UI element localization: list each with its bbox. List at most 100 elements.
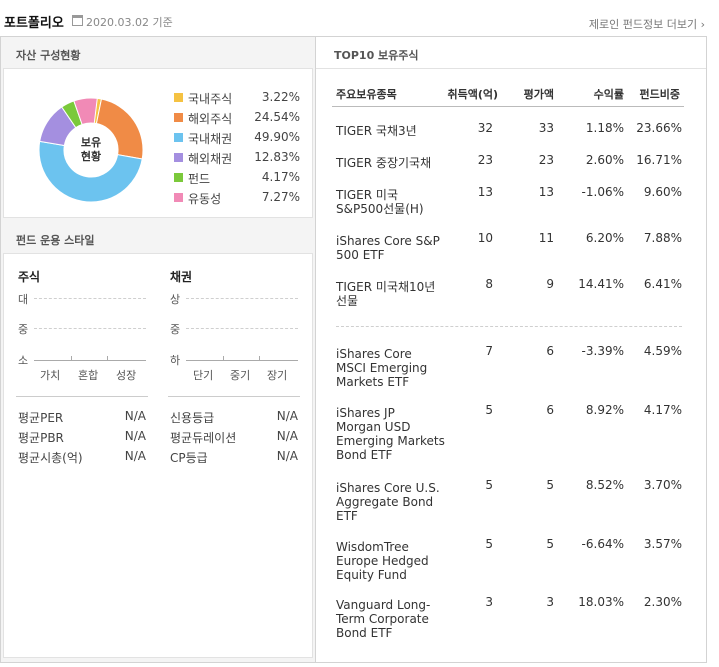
holding-name-line: S&P500선물(H) — [336, 202, 424, 216]
holding-cost: 8 — [485, 277, 493, 291]
avg-pbr-label: 평균PBR — [18, 431, 64, 445]
legend-value: 49.90% — [254, 130, 300, 144]
holding-name-line: Equity Fund — [336, 568, 407, 582]
stock-tick — [107, 356, 108, 360]
legend-item: 펀드 4.17% — [174, 170, 304, 186]
legend-item: 해외주식 24.54% — [174, 110, 304, 126]
avg-mktcap-value: N/A — [124, 449, 146, 463]
holding-name: TIGER 중장기국채 — [336, 156, 448, 170]
holding-weight: 23.66% — [636, 121, 682, 135]
holding-return: 2.60% — [585, 153, 624, 167]
legend-label: 국내채권 — [188, 132, 233, 146]
holding-name-line: Vanguard Long- — [336, 598, 431, 612]
holding-weight: 4.59% — [643, 344, 682, 358]
stock-x-blend: 혼합 — [78, 369, 99, 382]
stock-x-value: 가치 — [40, 369, 61, 382]
fund-info-more-link[interactable]: 제로인 펀드정보 더보기 › — [588, 18, 705, 31]
holding-name-line: iShares JP — [336, 406, 395, 420]
base-date: 2020.03.02 기준 — [86, 16, 173, 29]
legend-value: 24.54% — [254, 110, 300, 124]
legend-value: 3.22% — [261, 90, 300, 104]
col-value: 평가액 — [523, 88, 554, 101]
stock-axis — [34, 360, 146, 361]
holding-cost: 5 — [485, 478, 493, 492]
bond-metrics-divider — [168, 396, 300, 397]
avg-duration-value: N/A — [276, 429, 298, 443]
asset-donut-chart: 보유 현황 — [38, 97, 144, 203]
legend-label: 유동성 — [188, 192, 222, 206]
holding-weight: 7.88% — [643, 231, 682, 245]
cp-rating-value: N/A — [276, 449, 298, 463]
composition-title: 자산 구성현황 — [16, 49, 81, 62]
legend-value: 12.83% — [254, 150, 300, 164]
table-header-divider — [332, 106, 684, 107]
holding-name-line: Europe Hedged — [336, 554, 429, 568]
holding-return: 14.41% — [578, 277, 624, 291]
legend-swatch — [174, 193, 183, 202]
bond-tick — [259, 356, 260, 360]
column-divider — [315, 37, 316, 662]
holding-name-line: 선물 — [336, 294, 359, 308]
holding-weight: 16.71% — [636, 153, 682, 167]
credit-rating-value: N/A — [276, 409, 298, 423]
bond-style-title: 채권 — [170, 270, 193, 284]
avg-duration-label: 평균듀레이션 — [170, 431, 237, 445]
top10-title: TOP10 보유주식 — [334, 49, 419, 62]
holding-cost: 5 — [485, 403, 493, 417]
style-box — [3, 253, 313, 658]
holding-value: 13 — [538, 185, 554, 199]
holding-name-line: Bond ETF — [336, 448, 393, 462]
bond-x-mid: 중기 — [230, 369, 251, 382]
holding-name-line: iShares Core — [336, 347, 412, 361]
stock-grid-line — [34, 328, 146, 329]
stock-style-title: 주식 — [18, 270, 41, 284]
holding-name: iShares Core S&P 500 ETF — [336, 234, 448, 262]
holding-weight: 3.57% — [643, 537, 682, 551]
holding-name-line: Bond ETF — [336, 626, 393, 640]
avg-pbr-value: N/A — [124, 429, 146, 443]
holding-name-line: Morgan USD — [336, 420, 411, 434]
col-holding: 주요보유종목 — [336, 88, 397, 101]
bond-x-long: 장기 — [267, 369, 288, 382]
calendar-icon — [72, 15, 83, 26]
composition-box: 보유 현황 국내주식 3.22% 해외주식 24.54% 국내채권 49.90% 해외채권 1… — [3, 68, 313, 218]
bond-axis — [186, 360, 298, 361]
bond-y-high: 상 — [170, 293, 181, 306]
holding-weight: 2.30% — [643, 595, 682, 609]
legend-swatch — [174, 153, 183, 162]
holding-value: 6 — [546, 344, 554, 358]
legend-swatch — [174, 113, 183, 122]
holding-value: 33 — [538, 121, 554, 135]
holding-return: -3.39% — [581, 344, 624, 358]
holding-name-line: MSCI Emerging — [336, 361, 428, 375]
holding-value: 11 — [538, 231, 554, 245]
donut-center-label-line2: 현황 — [81, 149, 101, 163]
holding-return: -1.06% — [581, 185, 624, 199]
legend-item: 국내채권 49.90% — [174, 130, 304, 146]
holding-cost: 23 — [477, 153, 493, 167]
holding-weight: 9.60% — [643, 185, 682, 199]
legend-swatch — [174, 133, 183, 142]
portfolio-panel — [0, 36, 707, 663]
holding-name: TIGER 미국 S&P500선물(H) — [336, 188, 448, 216]
holding-weight: 6.41% — [643, 277, 682, 291]
holding-cost: 5 — [485, 537, 493, 551]
legend-label: 해외주식 — [188, 112, 233, 126]
holding-return: 8.92% — [585, 403, 624, 417]
holding-return: 18.03% — [578, 595, 624, 609]
stock-y-small: 소 — [18, 354, 29, 367]
holding-cost: 7 — [485, 344, 493, 358]
holding-cost: 13 — [477, 185, 493, 199]
holding-name-line: TIGER 국채3년 — [336, 124, 417, 138]
holding-cost: 32 — [477, 121, 493, 135]
holding-name: iShares Core U.S. Aggregate Bond ETF — [336, 481, 448, 523]
holding-name: TIGER 미국채10년 선물 — [336, 280, 448, 308]
holding-return: 8.52% — [585, 478, 624, 492]
holding-value: 6 — [546, 403, 554, 417]
holding-weight: 4.17% — [643, 403, 682, 417]
style-title: 펀드 운용 스타일 — [16, 234, 95, 247]
legend-value: 4.17% — [261, 170, 300, 184]
cp-rating-label: CP등급 — [170, 451, 208, 465]
holding-value: 5 — [546, 478, 554, 492]
stock-grid-line — [34, 298, 146, 299]
